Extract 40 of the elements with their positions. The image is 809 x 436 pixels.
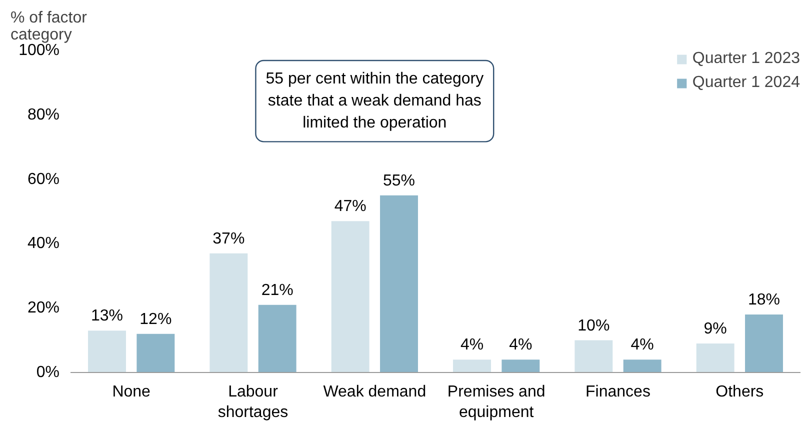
data-label: 9% <box>704 320 727 338</box>
legend-label: Quarter 1 2024 <box>692 74 800 92</box>
bar <box>623 360 662 372</box>
y-tick-label: 0% <box>36 364 60 381</box>
x-tick-label: Finances <box>586 384 650 400</box>
data-label: 18% <box>748 292 780 309</box>
data-label: 13% <box>90 308 124 325</box>
bar <box>453 360 491 372</box>
data-label: 21% <box>261 282 294 299</box>
bar <box>502 360 540 372</box>
y-tick-label: 40% <box>27 235 60 252</box>
y-tick-label: 60% <box>27 170 60 188</box>
bar <box>696 344 734 372</box>
data-label: 55% <box>382 172 416 190</box>
bar <box>331 221 370 372</box>
y-axis-title: % of factor category <box>10 10 88 44</box>
data-label: 47% <box>334 198 366 216</box>
data-label: 4% <box>630 336 654 354</box>
y-tick-label: 20% <box>27 300 60 317</box>
bar <box>258 304 296 372</box>
annotation: 55 per cent within the category state that a weak demand has limited the operation <box>266 70 484 132</box>
y-tick-label: 80% <box>27 106 60 124</box>
y-tick-label: 100% <box>18 42 60 59</box>
bar <box>745 314 783 372</box>
data-label: 4% <box>509 336 532 354</box>
bar <box>136 334 175 372</box>
data-label: 10% <box>578 317 610 334</box>
x-tick-label: Weak demand <box>323 384 426 400</box>
x-tick-label: Others <box>716 384 764 400</box>
x-tick-label: Labour shortages <box>218 384 288 421</box>
data-label: 37% <box>212 230 245 248</box>
x-tick-label: None <box>112 384 151 400</box>
bar <box>210 253 248 372</box>
bar <box>574 340 613 372</box>
x-tick-label: Premises and equipment <box>447 384 546 421</box>
bar <box>88 330 126 372</box>
data-label: 12% <box>140 310 172 328</box>
bar <box>380 195 418 372</box>
legend-label: Quarter 1 2023 <box>692 50 800 68</box>
data-label: 4% <box>460 336 484 354</box>
